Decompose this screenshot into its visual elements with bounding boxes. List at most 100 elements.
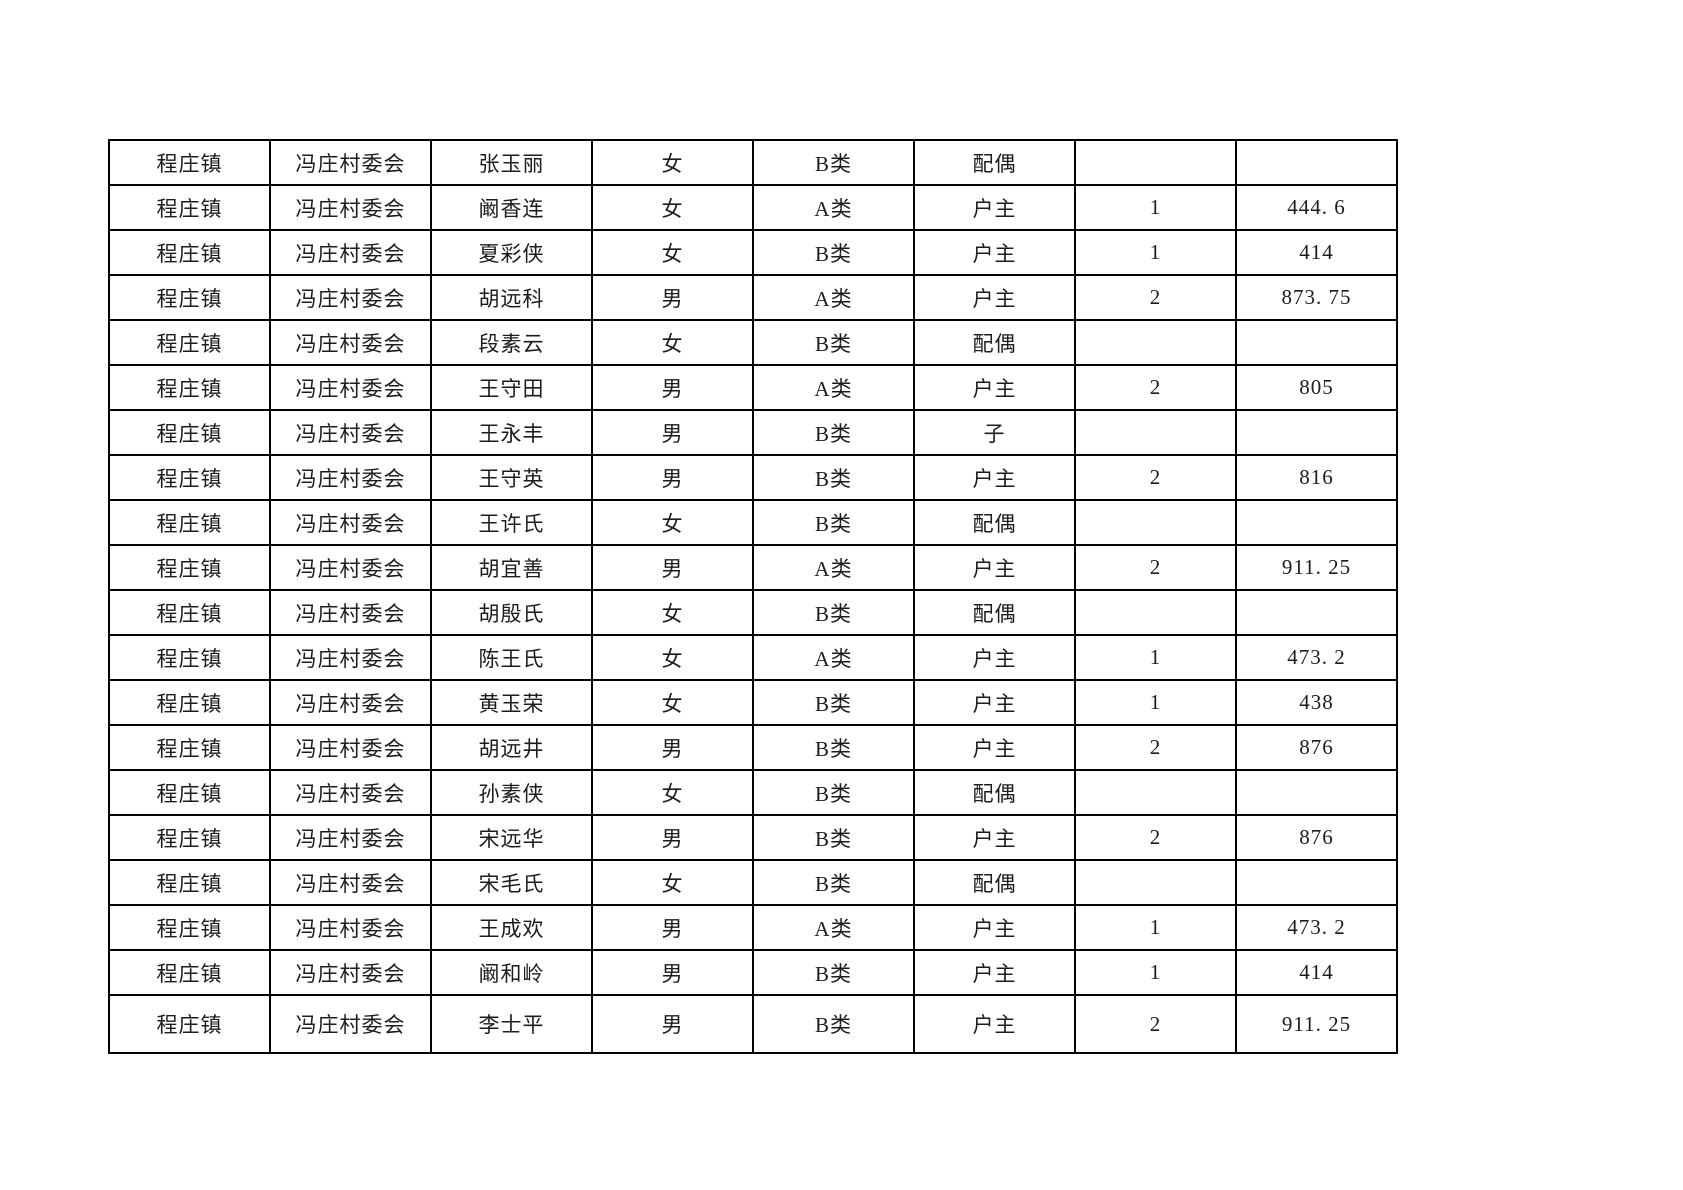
- cell-town: 程庄镇: [108, 409, 271, 456]
- table-row: 程庄镇 冯庄村委会 夏彩侠 女 B类 户主 1 414: [108, 229, 1398, 276]
- cell-village: 冯庄村委会: [269, 139, 432, 186]
- cell-town: 程庄镇: [108, 319, 271, 366]
- cell-amount: 876: [1235, 724, 1398, 771]
- table-row: 程庄镇 冯庄村委会 王成欢 男 A类 户主 1 473. 2: [108, 904, 1398, 951]
- cell-town: 程庄镇: [108, 679, 271, 726]
- cell-category: B类: [752, 994, 915, 1054]
- cell-town: 程庄镇: [108, 274, 271, 321]
- cell-category: B类: [752, 499, 915, 546]
- cell-category: B类: [752, 949, 915, 996]
- cell-category: B类: [752, 724, 915, 771]
- cell-category: B类: [752, 814, 915, 861]
- cell-category: B类: [752, 319, 915, 366]
- cell-relation: 配偶: [913, 589, 1076, 636]
- cell-town: 程庄镇: [108, 364, 271, 411]
- cell-category: B类: [752, 229, 915, 276]
- cell-village: 冯庄村委会: [269, 274, 432, 321]
- cell-gender: 女: [591, 319, 754, 366]
- cell-person-name: 夏彩侠: [430, 229, 593, 276]
- cell-village: 冯庄村委会: [269, 679, 432, 726]
- cell-gender: 女: [591, 139, 754, 186]
- table-row: 程庄镇 冯庄村委会 孙素侠 女 B类 配偶: [108, 769, 1398, 816]
- cell-count: 2: [1074, 724, 1237, 771]
- cell-relation: 户主: [913, 679, 1076, 726]
- table-row: 程庄镇 冯庄村委会 宋毛氏 女 B类 配偶: [108, 859, 1398, 906]
- cell-amount: 805: [1235, 364, 1398, 411]
- cell-relation: 户主: [913, 949, 1076, 996]
- cell-amount: [1235, 589, 1398, 636]
- cell-person-name: 阚香连: [430, 184, 593, 231]
- cell-count: [1074, 139, 1237, 186]
- table-row: 程庄镇 冯庄村委会 宋远华 男 B类 户主 2 876: [108, 814, 1398, 861]
- cell-gender: 女: [591, 229, 754, 276]
- cell-count: 2: [1074, 274, 1237, 321]
- table-row: 程庄镇 冯庄村委会 王守田 男 A类 户主 2 805: [108, 364, 1398, 411]
- table-row: 程庄镇 冯庄村委会 李士平 男 B类 户主 2 911. 25: [108, 994, 1398, 1054]
- cell-amount: 414: [1235, 949, 1398, 996]
- cell-village: 冯庄村委会: [269, 814, 432, 861]
- cell-relation: 户主: [913, 454, 1076, 501]
- cell-category: A类: [752, 274, 915, 321]
- cell-town: 程庄镇: [108, 904, 271, 951]
- cell-village: 冯庄村委会: [269, 769, 432, 816]
- cell-category: B类: [752, 454, 915, 501]
- cell-town: 程庄镇: [108, 994, 271, 1054]
- cell-category: A类: [752, 184, 915, 231]
- cell-gender: 男: [591, 364, 754, 411]
- cell-gender: 男: [591, 904, 754, 951]
- cell-relation: 户主: [913, 724, 1076, 771]
- cell-relation: 户主: [913, 634, 1076, 681]
- cell-town: 程庄镇: [108, 769, 271, 816]
- table-body: 程庄镇 冯庄村委会 张玉丽 女 B类 配偶 程庄镇 冯庄村委会 阚香连 女 A类…: [108, 139, 1398, 1054]
- cell-gender: 男: [591, 454, 754, 501]
- cell-town: 程庄镇: [108, 184, 271, 231]
- cell-count: 1: [1074, 184, 1237, 231]
- cell-village: 冯庄村委会: [269, 589, 432, 636]
- cell-town: 程庄镇: [108, 724, 271, 771]
- cell-person-name: 孙素侠: [430, 769, 593, 816]
- cell-amount: [1235, 409, 1398, 456]
- cell-person-name: 王永丰: [430, 409, 593, 456]
- cell-gender: 男: [591, 274, 754, 321]
- cell-gender: 女: [591, 679, 754, 726]
- cell-count: 2: [1074, 364, 1237, 411]
- cell-amount: 438: [1235, 679, 1398, 726]
- cell-count: 1: [1074, 229, 1237, 276]
- cell-village: 冯庄村委会: [269, 904, 432, 951]
- table-row: 程庄镇 冯庄村委会 王许氏 女 B类 配偶: [108, 499, 1398, 546]
- cell-relation: 配偶: [913, 859, 1076, 906]
- cell-gender: 女: [591, 589, 754, 636]
- cell-category: B类: [752, 139, 915, 186]
- cell-amount: 873. 75: [1235, 274, 1398, 321]
- cell-person-name: 陈王氏: [430, 634, 593, 681]
- table-row: 程庄镇 冯庄村委会 段素云 女 B类 配偶: [108, 319, 1398, 366]
- cell-person-name: 王守英: [430, 454, 593, 501]
- cell-category: B类: [752, 859, 915, 906]
- cell-count: 2: [1074, 994, 1237, 1054]
- cell-category: A类: [752, 634, 915, 681]
- cell-count: [1074, 589, 1237, 636]
- cell-category: A类: [752, 364, 915, 411]
- cell-amount: [1235, 769, 1398, 816]
- cell-relation: 配偶: [913, 769, 1076, 816]
- cell-town: 程庄镇: [108, 139, 271, 186]
- cell-village: 冯庄村委会: [269, 409, 432, 456]
- cell-amount: [1235, 859, 1398, 906]
- cell-relation: 配偶: [913, 319, 1076, 366]
- cell-category: B类: [752, 409, 915, 456]
- cell-person-name: 宋毛氏: [430, 859, 593, 906]
- cell-relation: 户主: [913, 904, 1076, 951]
- cell-village: 冯庄村委会: [269, 724, 432, 771]
- cell-count: 2: [1074, 814, 1237, 861]
- cell-gender: 女: [591, 634, 754, 681]
- cell-village: 冯庄村委会: [269, 994, 432, 1054]
- cell-amount: 473. 2: [1235, 904, 1398, 951]
- cell-count: 1: [1074, 634, 1237, 681]
- cell-person-name: 宋远华: [430, 814, 593, 861]
- cell-relation: 户主: [913, 814, 1076, 861]
- table-row: 程庄镇 冯庄村委会 胡宜善 男 A类 户主 2 911. 25: [108, 544, 1398, 591]
- cell-village: 冯庄村委会: [269, 364, 432, 411]
- cell-person-name: 李士平: [430, 994, 593, 1054]
- cell-gender: 男: [591, 814, 754, 861]
